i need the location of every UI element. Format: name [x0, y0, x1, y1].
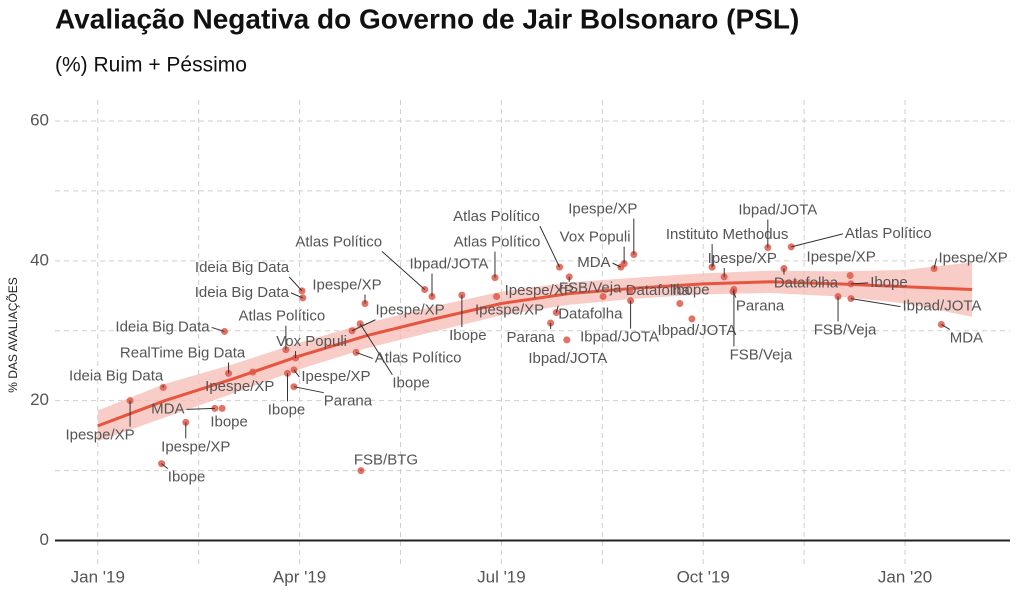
- point-label: Ipespe/XP: [65, 427, 134, 444]
- leader-line: [288, 276, 303, 292]
- point-label: Ibope: [672, 281, 710, 298]
- x-tick-label: Oct '19: [677, 567, 730, 586]
- point-label: Datafolha: [558, 306, 623, 323]
- y-tick-label: 0: [40, 530, 49, 549]
- point-label: Vox Populi: [560, 229, 631, 246]
- point-label: Ideia Big Data: [115, 318, 210, 335]
- point-label: Atlas Político: [295, 233, 382, 250]
- point-label: Atlas Político: [375, 349, 462, 366]
- point-label: Ipespe/XP: [312, 276, 381, 293]
- point-label: Ipespe/XP: [807, 248, 876, 265]
- point-label: Ipespe/XP: [301, 368, 370, 385]
- trend-line: [97, 280, 973, 428]
- data-point: [493, 292, 501, 300]
- leader-line: [351, 319, 376, 332]
- point-label: MDA: [577, 254, 610, 271]
- leader-line: [791, 233, 843, 248]
- point-label: FSB/Veja: [814, 321, 877, 338]
- point-label: Ibope: [870, 274, 908, 291]
- x-tick-label: Jan '19: [71, 567, 125, 586]
- point-label: FSB/BTG: [354, 452, 418, 469]
- point-label: Ibpad/JOTA: [528, 350, 607, 367]
- point-label: Parana: [506, 329, 555, 346]
- point-label: RealTime Big Data: [120, 344, 246, 361]
- data-point: [676, 299, 684, 307]
- y-tick-label: 40: [30, 250, 49, 269]
- leader-line: [161, 463, 169, 469]
- leader-line: [933, 258, 937, 269]
- leader-line: [612, 262, 622, 268]
- point-label: Ibope: [268, 401, 306, 418]
- data-point: [688, 315, 696, 323]
- point-label: Ibope: [449, 327, 487, 344]
- point-label: MDA: [950, 329, 983, 346]
- point-label: Ipespe/XP: [568, 201, 637, 218]
- point-label: Ipespe/XP: [505, 282, 574, 299]
- point-label: Datafolha: [626, 282, 691, 299]
- point-label: Parana: [324, 393, 373, 410]
- point-label: Ibope: [168, 469, 206, 486]
- x-tick-label: Jul '19: [477, 567, 526, 586]
- data-point: [218, 404, 226, 412]
- point-label: Parana: [736, 298, 785, 315]
- point-label: Ideia Big Data: [195, 284, 290, 301]
- point-label: Ibpad/JOTA: [580, 329, 659, 346]
- x-tick-label: Apr '19: [273, 567, 326, 586]
- y-tick-label: 20: [30, 390, 49, 409]
- chart-title: Avaliação Negativa do Governo de Jair Bo…: [55, 3, 799, 34]
- point-label: Ideia Big Data: [195, 259, 290, 276]
- leader-line: [355, 351, 373, 359]
- point-label: Atlas Político: [454, 234, 541, 251]
- leader-line: [555, 305, 559, 313]
- point-label: Instituto Methodus: [666, 226, 789, 243]
- point-label: MDA: [151, 400, 184, 417]
- point-label: Ibpad/JOTA: [902, 298, 981, 315]
- point-label: Datafolha: [774, 274, 839, 291]
- point-label: Ibpad/JOTA: [657, 322, 736, 339]
- data-point: [599, 292, 607, 300]
- point-label: Ibpad/JOTA: [410, 255, 489, 272]
- point-label: Ipespe/XP: [939, 249, 1008, 266]
- point-label: Ibpad/JOTA: [738, 202, 817, 219]
- leader-line: [941, 324, 950, 330]
- x-tick-label: Jan '20: [878, 567, 932, 586]
- point-label: Vox Populi: [276, 333, 347, 350]
- point-label: Ipespe/XP: [708, 250, 777, 267]
- point-label: Atlas Político: [453, 208, 540, 225]
- data-point: [563, 336, 571, 344]
- data-point: [249, 368, 257, 376]
- leader-line: [850, 298, 901, 308]
- point-label: FSB/Veja: [559, 279, 622, 296]
- data-point: [846, 272, 854, 280]
- y-axis-label: % DAS AVALIAÇÕES: [5, 277, 20, 393]
- point-label: FSB/Veja: [730, 346, 793, 363]
- leader-line: [293, 386, 324, 394]
- point-label: Atlas Político: [239, 308, 326, 325]
- point-label: Ipespe/XP: [375, 302, 444, 319]
- point-label: Ipespe/XP: [475, 301, 544, 318]
- point-label: Atlas Político: [845, 225, 932, 242]
- point-label: Ibope: [392, 375, 430, 392]
- y-tick-label: 60: [30, 110, 49, 129]
- leader-line: [186, 407, 215, 410]
- leader-line: [539, 225, 560, 268]
- point-label: Ideia Big Data: [69, 367, 164, 384]
- leader-line: [359, 323, 393, 376]
- leader-line: [850, 282, 869, 285]
- leader-line: [293, 369, 300, 378]
- leader-line: [211, 326, 225, 332]
- point-label: Ipespe/XP: [205, 378, 274, 395]
- chart-subtitle: (%) Ruim + Péssimo: [55, 54, 247, 77]
- leader-line: [381, 251, 426, 290]
- data-point: [626, 287, 634, 295]
- point-label: Ipespe/XP: [161, 438, 230, 455]
- point-label: Ibope: [210, 413, 248, 430]
- leader-line: [290, 292, 304, 299]
